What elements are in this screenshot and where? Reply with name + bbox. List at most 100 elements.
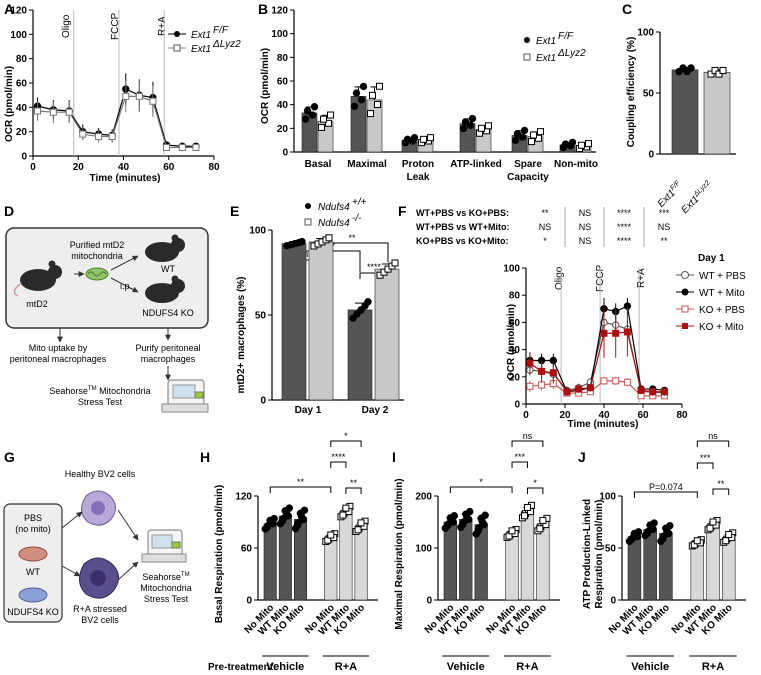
bar-h <box>263 523 277 601</box>
seahorse-label-g3: Stress Test <box>144 594 189 604</box>
stats-r2-c3: **** <box>617 222 632 232</box>
sig-text-i: * <box>533 478 537 488</box>
mtd2-label: mtD2 <box>26 299 48 309</box>
seahorse-label-g2: Mitochondria <box>140 583 192 593</box>
sig-text-h: **** <box>331 452 346 462</box>
point-b <box>327 111 334 119</box>
point-h <box>354 526 362 534</box>
panel-label-e: E <box>230 203 239 219</box>
mitochondrion-ko-icon <box>18 587 48 603</box>
point-b <box>420 135 427 143</box>
stats-row-2: WT+PBS vs WT+Mito: <box>416 222 510 232</box>
sig-bracket-j <box>712 488 730 495</box>
ylabel-h: Basal Respiration (pmol/min) <box>214 485 225 623</box>
bar-h <box>354 526 368 601</box>
point-h <box>263 523 271 531</box>
bar-j <box>690 542 705 601</box>
legend-e-ko-sup: -/- <box>352 213 362 224</box>
panel-label-a: A <box>4 1 14 17</box>
group-label-vehicle-h: Vehicle <box>266 661 304 673</box>
point-f <box>637 386 645 394</box>
seahorse-label-d: SeahorseTM Mitochondria <box>49 386 150 396</box>
point-i <box>443 522 452 530</box>
pbs-label-2: (no mito) <box>15 524 51 534</box>
xtick-label-f: 80 <box>676 410 688 421</box>
point-b <box>350 102 359 111</box>
ytick-label-j: 100 <box>599 492 616 503</box>
sig-text-j: ** <box>717 479 725 489</box>
wt-label-g: WT <box>26 567 40 577</box>
ytick-label-j: 50 <box>605 544 617 555</box>
point-f <box>549 369 557 377</box>
point-b <box>376 82 383 90</box>
point-j <box>630 529 639 538</box>
legend-a: Ext1 F/F Ext1 ΔLyz2 <box>168 25 241 55</box>
xtick-e-day2: Day 2 <box>362 405 389 416</box>
panel-i: I Maximal Respiration (pmol/min) <box>392 449 405 630</box>
ylabel-b: OCR (pmol/min) <box>260 48 271 124</box>
point-b <box>530 131 537 139</box>
stats-r2-c1: NS <box>539 222 552 232</box>
legend-b-ko-sup: ΔLyz2 <box>557 48 586 59</box>
point-f <box>612 329 620 337</box>
ytick-label-e: 100 <box>249 226 266 237</box>
ytick-label-a: 80 <box>16 54 28 65</box>
panel-f: F WT+PBS vs KO+PBS: WT+PBS vs WT+Mito: K… <box>398 203 746 430</box>
panel-label-b: B <box>258 1 268 17</box>
point-c <box>687 64 695 72</box>
point-e <box>298 237 306 246</box>
ytick-label-a: 120 <box>10 6 27 17</box>
point-b <box>374 100 381 108</box>
point-a <box>135 92 143 100</box>
mouse-icon-mtd2 <box>13 260 62 297</box>
mito-label: mitochondria <box>71 251 123 261</box>
ytick-label-c: 100 <box>637 28 654 39</box>
bar-e <box>308 241 334 401</box>
panel-label-i: I <box>392 449 396 465</box>
series-line-a-0 <box>37 88 196 147</box>
ylabel-e: mtD2+ macrophages (%) <box>236 277 247 394</box>
point-i <box>520 512 528 520</box>
legend-b-ff: Ext1 <box>536 36 556 47</box>
point-b <box>410 133 419 142</box>
ytick-label-h: 60 <box>241 544 253 555</box>
legend-f-title: Day 1 <box>698 253 725 264</box>
point-b <box>310 103 319 111</box>
purify-label-1: Purify peritoneal <box>135 343 200 353</box>
legend-f-wtpbs: WT + PBS <box>699 271 746 282</box>
group-label-ra-h: R+A <box>335 661 357 673</box>
point-f <box>612 377 620 385</box>
point-f <box>538 381 546 389</box>
legend-f-komito: KO + Mito <box>699 322 744 333</box>
xtick-label-f: 20 <box>559 410 571 421</box>
cat-b-atp: ATP-linked <box>450 159 501 170</box>
ytick-label-f: 20 <box>509 372 521 383</box>
point-f <box>538 367 546 375</box>
point-b <box>367 110 374 118</box>
purify-label-2: macrophages <box>141 354 196 364</box>
bar-e <box>281 243 307 401</box>
healthy-label: Healthy BV2 cells <box>65 469 136 479</box>
point-i <box>508 527 516 535</box>
ytick-label-f: 100 <box>503 264 520 275</box>
ytick-label-b: 100 <box>271 29 288 40</box>
point-b <box>513 130 522 138</box>
point-h <box>296 509 305 518</box>
sig-text-h: ** <box>297 477 305 487</box>
point-f <box>649 388 657 396</box>
point-h <box>327 531 335 539</box>
cat-b-spare: Spare <box>514 159 542 170</box>
legend-e-wt: Ndufs4 <box>318 202 350 213</box>
panel-label-j: J <box>578 449 586 465</box>
sig-bracket-i <box>511 461 528 468</box>
stats-r3-c4: ** <box>660 236 668 246</box>
uptake-label-2: peritoneal macrophages <box>10 354 107 364</box>
ytick-label-h: 0 <box>246 596 252 607</box>
point-j <box>693 537 701 545</box>
bar-j <box>706 524 720 601</box>
stressed-label-1: R+A stressed <box>73 604 127 614</box>
ytick-label-b: 80 <box>277 53 289 64</box>
sig-bracket-h <box>330 440 362 447</box>
bar-j <box>643 528 657 601</box>
